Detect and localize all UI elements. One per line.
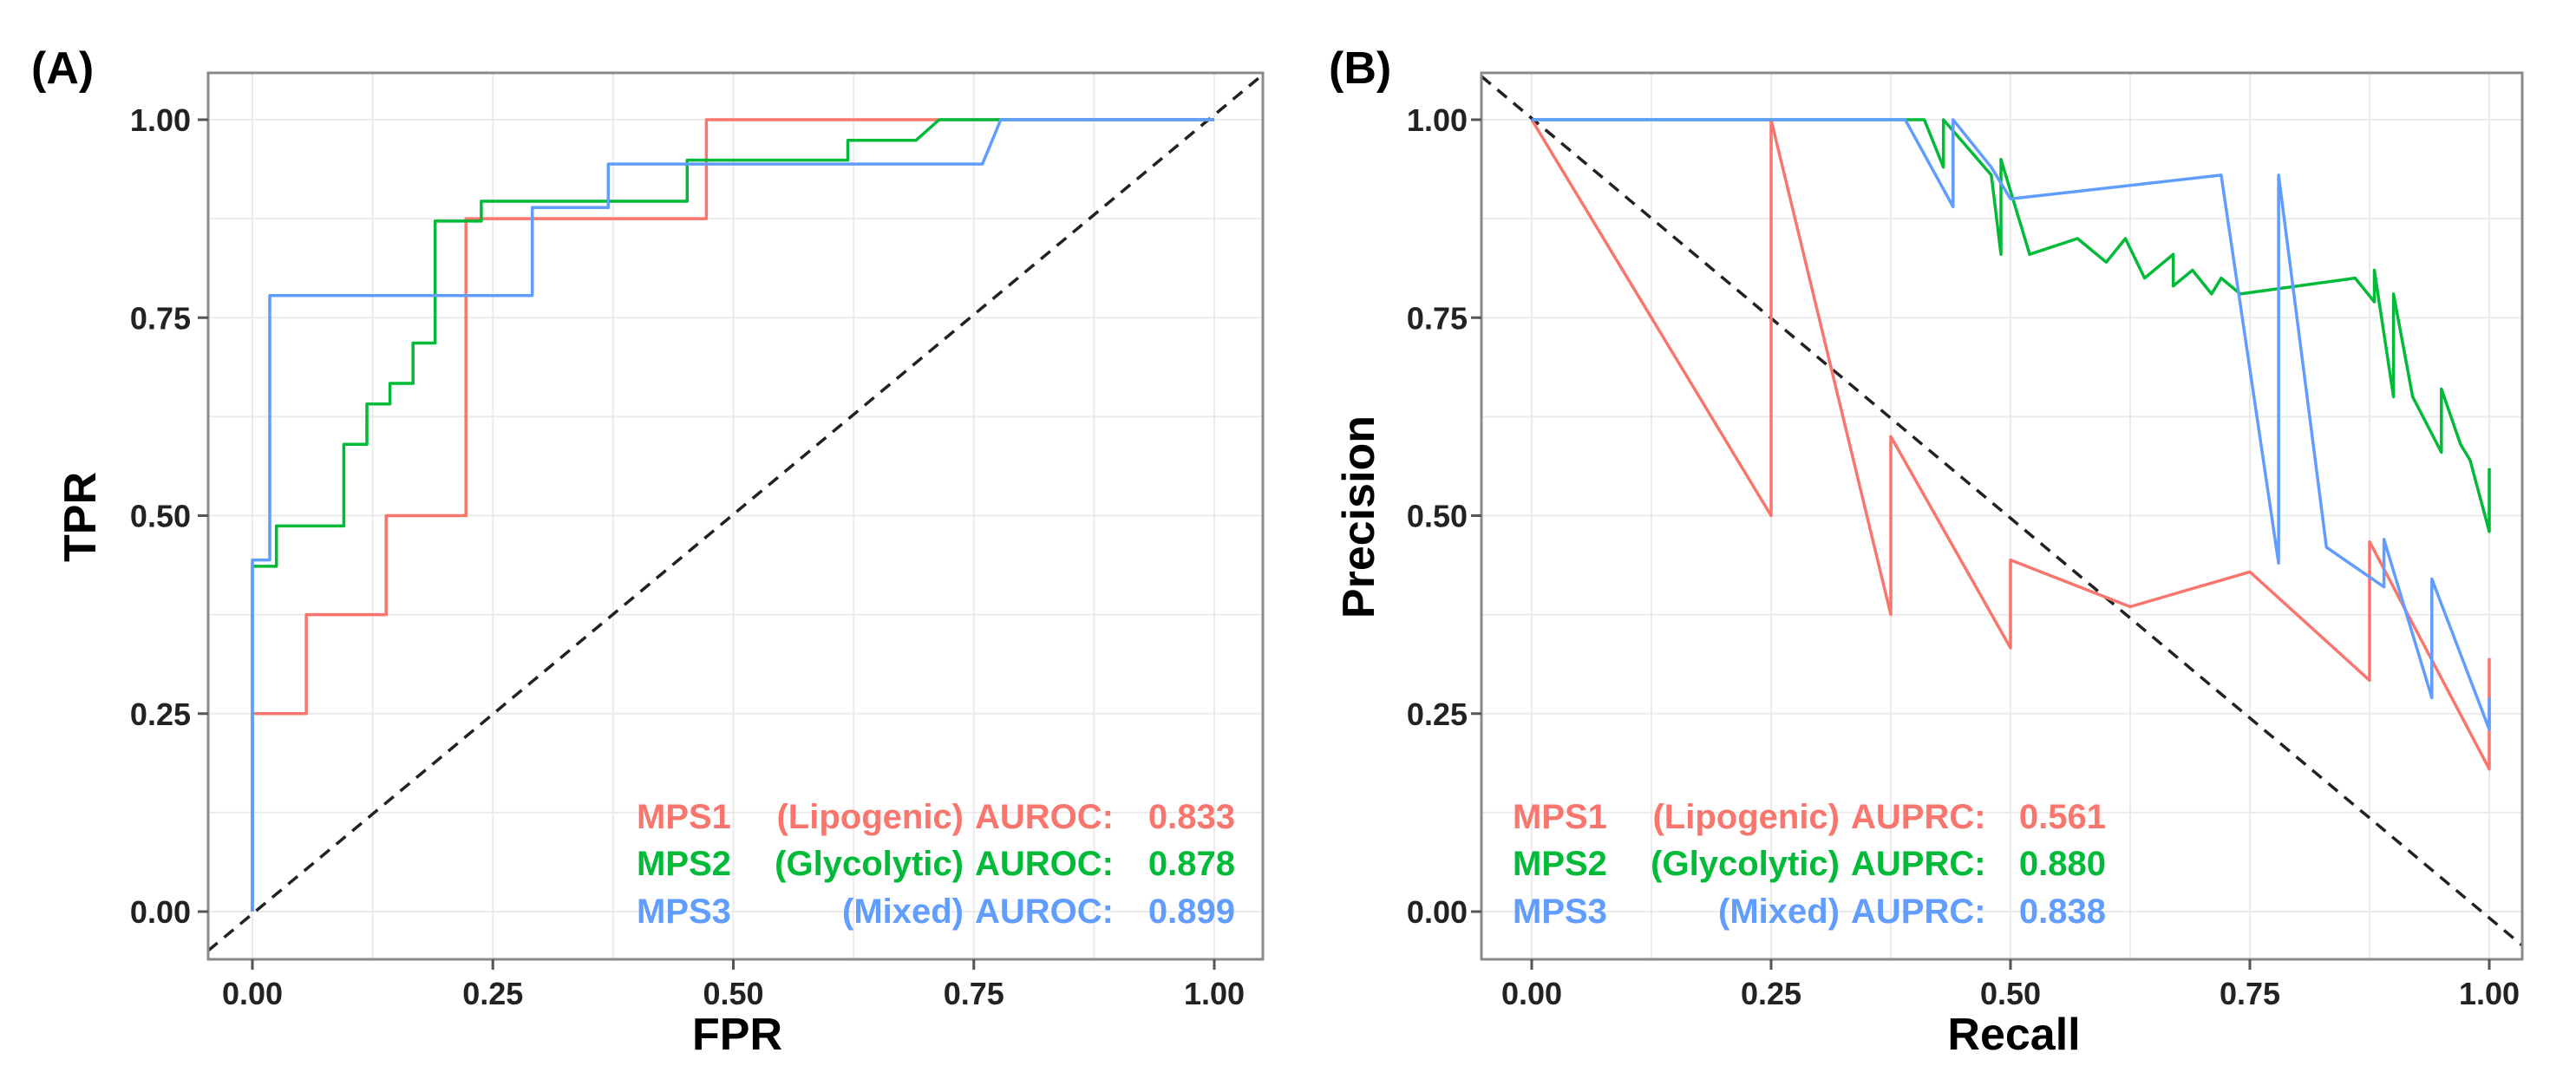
roc-x-tick-label: 0.00 (222, 976, 283, 1011)
roc-legend-value-mps2: 0.878 (1148, 845, 1235, 883)
pr-legend-metric-label-mps2: AUPRC: (1851, 845, 1986, 883)
panel-pr: (B) 0.00 0.25 0.50 0.75 1.00 0.00 0.25 0.50 0.7… (1329, 43, 2524, 1060)
pr-legend-name-mps2: MPS2 (Glycolytic) (1513, 845, 1840, 883)
roc-legend-value-mps3: 0.899 (1148, 893, 1235, 931)
pr-x-tick-label: 1.00 (2459, 976, 2520, 1011)
pr-curves (1530, 118, 2491, 771)
panel-a-label: (A) (31, 43, 94, 94)
roc-legend-name-mps3: MPS3 (Mixed) (637, 893, 964, 931)
roc-legend-name-mps2: MPS2 (Glycolytic) (637, 845, 964, 883)
roc-legend-metric-label-mps2: AUROC: (975, 845, 1114, 883)
roc-y-tick-label: 1.00 (130, 102, 191, 138)
pr-curve-mps3 (1532, 118, 2491, 731)
pr-legend-metric-label-mps1: AUPRC: (1851, 798, 1986, 836)
pr-legend-value-mps3: 0.838 (2019, 893, 2106, 931)
roc-x-ticks: 0.00 0.25 0.50 0.75 1.00 (222, 959, 1245, 1011)
roc-y-ticks: 0.00 0.25 0.50 0.75 1.00 (130, 102, 208, 930)
roc-curve-mps1 (251, 118, 1214, 912)
pr-x-axis-title: Recall (1947, 1010, 2080, 1060)
roc-legend: MPS1 (Lipogenic) AUROC: 0.833 MPS2 (Glycol… (637, 798, 1235, 931)
roc-legend-metric-label-mps3: AUROC: (975, 893, 1114, 931)
roc-y-tick-label: 0.00 (130, 894, 191, 930)
roc-y-axis-title: TPR (56, 472, 106, 562)
panel-roc: (A) 0.00 0.25 0.50 0.75 1.00 0.00 0.25 0.50 0.7… (31, 43, 1265, 1060)
pr-legend-metric-label-mps3: AUPRC: (1851, 893, 1986, 931)
roc-gridlines (208, 73, 1263, 959)
roc-curve-mps2 (251, 118, 1214, 912)
pr-x-tick-label: 0.25 (1741, 976, 1801, 1011)
roc-y-tick-label: 0.75 (130, 300, 191, 336)
pr-y-tick-label: 0.50 (1407, 499, 1468, 534)
pr-y-tick-label: 0.00 (1407, 894, 1468, 930)
pr-x-ticks: 0.00 0.25 0.50 0.75 1.00 (1501, 959, 2520, 1011)
pr-x-tick-label: 0.00 (1501, 976, 1562, 1011)
pr-legend-name-mps3: MPS3 (Mixed) (1513, 893, 1840, 931)
roc-x-tick-label: 1.00 (1184, 976, 1245, 1011)
roc-x-tick-label: 0.75 (944, 976, 1004, 1011)
pr-legend: MPS1 (Lipogenic) AUPRC: 0.561 MPS2 (Glycol… (1513, 798, 2106, 931)
roc-legend-name-mps1: MPS1 (Lipogenic) (637, 798, 964, 836)
pr-legend-value-mps2: 0.880 (2019, 845, 2106, 883)
panel-b-label: (B) (1329, 43, 1391, 94)
roc-legend-value-mps1: 0.833 (1148, 798, 1235, 836)
pr-y-ticks: 0.00 0.25 0.50 0.75 1.00 (1407, 102, 1481, 930)
roc-curve-mps3 (251, 118, 1214, 912)
roc-x-tick-label: 0.50 (703, 976, 763, 1011)
roc-y-tick-label: 0.50 (130, 499, 191, 534)
roc-curves (251, 118, 1214, 912)
roc-legend-metric-label-mps1: AUROC: (975, 798, 1114, 836)
roc-x-tick-label: 0.25 (462, 976, 523, 1011)
pr-curve-mps2 (1532, 118, 2491, 533)
pr-legend-value-mps1: 0.561 (2019, 798, 2106, 836)
pr-legend-name-mps1: MPS1 (Lipogenic) (1513, 798, 1840, 836)
pr-y-tick-label: 0.25 (1407, 696, 1468, 732)
pr-x-tick-label: 0.75 (2220, 976, 2280, 1011)
pr-y-tick-label: 1.00 (1407, 102, 1468, 138)
roc-x-axis-title: FPR (692, 1010, 782, 1060)
pr-chance-diagonal (1480, 75, 2524, 947)
pr-y-axis-title: Precision (1334, 415, 1384, 618)
roc-y-tick-label: 0.25 (130, 696, 191, 732)
pr-y-tick-label: 0.75 (1407, 300, 1468, 336)
pr-x-tick-label: 0.50 (1980, 976, 2041, 1011)
